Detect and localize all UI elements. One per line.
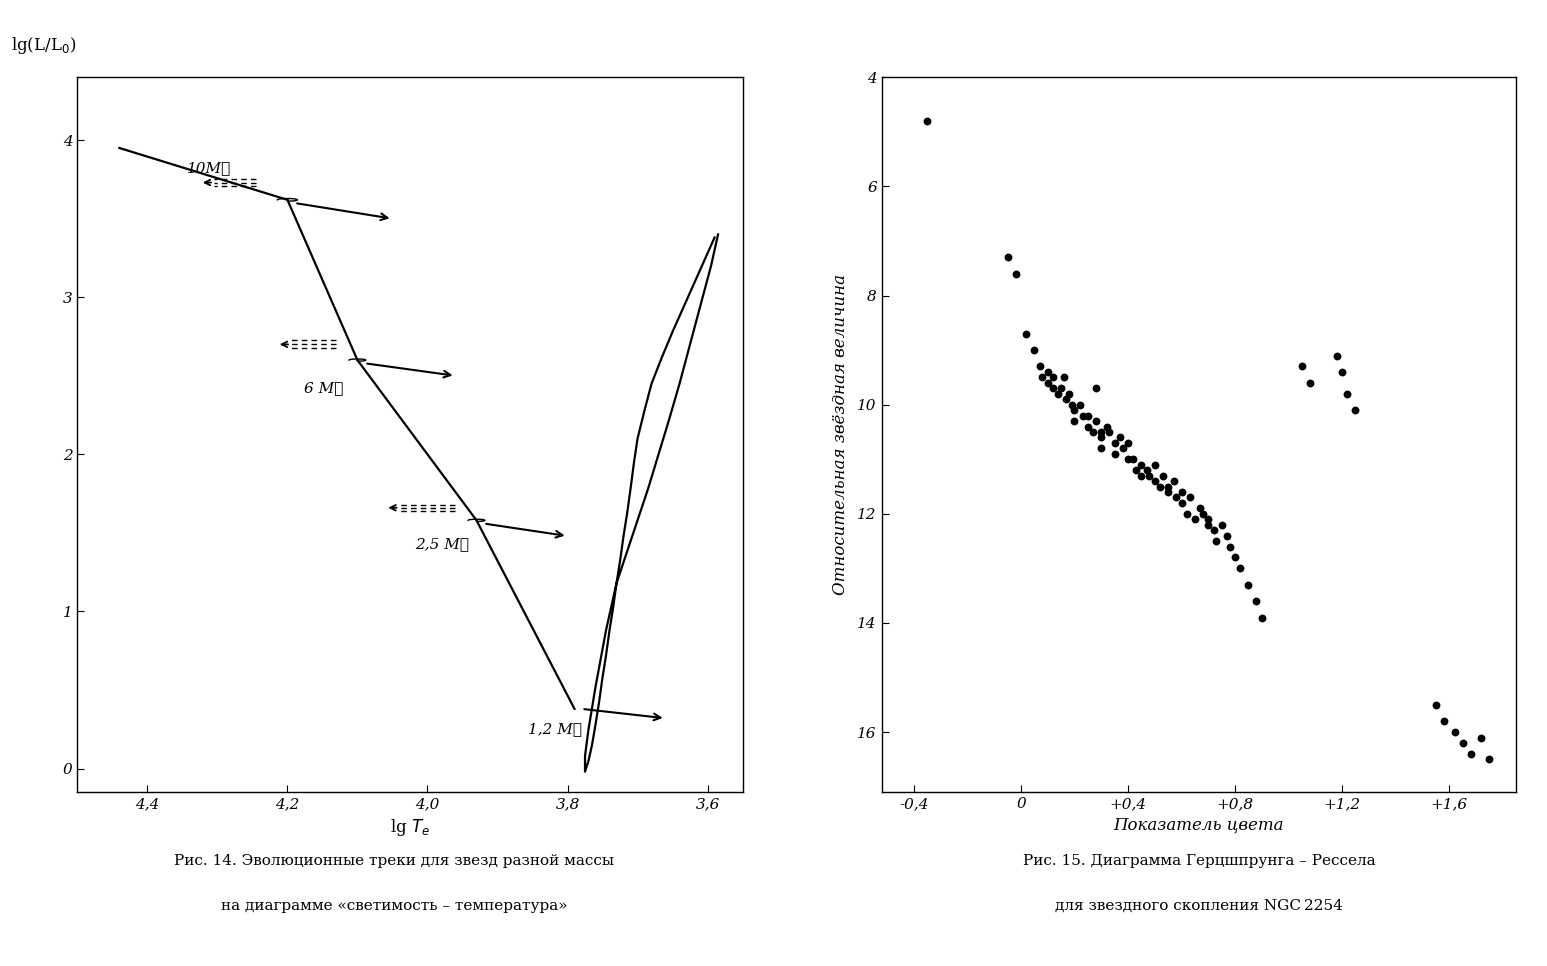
- Point: [1156, 479, 1180, 495]
- Point: [1122, 451, 1146, 467]
- Point: [1162, 473, 1187, 489]
- Point: [1177, 490, 1202, 505]
- Point: [1477, 752, 1502, 767]
- Point: [1191, 506, 1216, 522]
- Point: [1470, 730, 1494, 746]
- Point: [1423, 697, 1448, 713]
- Point: [1097, 424, 1122, 440]
- Point: [1063, 413, 1088, 429]
- Text: lg(L/L$_0$): lg(L/L$_0$): [11, 35, 76, 56]
- Point: [1041, 381, 1066, 396]
- Point: [1163, 490, 1188, 505]
- Point: [1222, 550, 1247, 565]
- Point: [1129, 457, 1154, 472]
- X-axis label: lg $T_e$: lg $T_e$: [390, 816, 430, 838]
- Point: [1060, 397, 1084, 412]
- Point: [995, 249, 1019, 265]
- Point: [1236, 577, 1261, 592]
- Point: [1083, 381, 1108, 396]
- Point: [1081, 424, 1106, 440]
- Point: [1459, 746, 1484, 761]
- Point: [1089, 440, 1114, 456]
- Point: [1214, 528, 1239, 544]
- Point: [1111, 440, 1135, 456]
- Text: на диаграмме «светимость – температура»: на диаграмме «светимость – температура»: [221, 899, 568, 913]
- Point: [1343, 403, 1368, 418]
- Text: 1,2 M☉: 1,2 M☉: [528, 723, 582, 736]
- Point: [1075, 419, 1100, 435]
- Point: [1142, 457, 1166, 472]
- Point: [1204, 533, 1228, 549]
- Point: [1103, 446, 1128, 462]
- Point: [1083, 413, 1108, 429]
- Point: [1188, 500, 1213, 516]
- Point: [1250, 610, 1275, 625]
- Point: [1450, 735, 1474, 751]
- Point: [1142, 473, 1166, 489]
- Point: [1134, 463, 1159, 478]
- Point: [1071, 408, 1095, 423]
- Point: [1324, 348, 1349, 363]
- Point: [1054, 391, 1078, 407]
- Point: [1129, 468, 1154, 483]
- Point: [1290, 358, 1315, 374]
- Point: [1041, 370, 1066, 385]
- Text: Рис. 15. Диаграмма Герцшпрунга – Рессела: Рис. 15. Диаграмма Герцшпрунга – Рессела: [1023, 854, 1375, 867]
- Point: [1202, 523, 1227, 538]
- Point: [1115, 435, 1140, 450]
- Point: [1030, 370, 1055, 385]
- Point: [1035, 375, 1060, 390]
- Point: [1013, 326, 1038, 341]
- Point: [1330, 364, 1355, 380]
- Point: [1075, 408, 1100, 423]
- Text: Рис. 14. Эволюционные треки для звезд разной массы: Рис. 14. Эволюционные треки для звезд ра…: [175, 854, 614, 867]
- Point: [1174, 506, 1199, 522]
- Point: [1431, 714, 1456, 729]
- Point: [1442, 724, 1467, 740]
- Point: [1049, 381, 1074, 396]
- Text: для звездного скопления NGC 2254: для звездного скопления NGC 2254: [1055, 899, 1343, 913]
- X-axis label: Показатель цвета: Показатель цвета: [1114, 816, 1284, 834]
- Point: [1170, 484, 1194, 499]
- Point: [1148, 479, 1173, 495]
- Text: 6 M☉: 6 M☉: [305, 382, 343, 395]
- Point: [1170, 496, 1194, 511]
- Point: [1035, 364, 1060, 380]
- Point: [1027, 358, 1052, 374]
- Text: 2,5 M☉: 2,5 M☉: [416, 537, 469, 551]
- Point: [1217, 539, 1242, 554]
- Y-axis label: Относительная звёздная величина: Относительная звёздная величина: [832, 274, 849, 595]
- Point: [914, 113, 939, 128]
- Text: 10M☉: 10M☉: [187, 161, 232, 176]
- Point: [1115, 451, 1140, 467]
- Point: [1228, 560, 1253, 576]
- Point: [1002, 266, 1027, 281]
- Point: [1063, 403, 1088, 418]
- Point: [1298, 375, 1323, 390]
- Point: [1335, 386, 1360, 402]
- Point: [1108, 430, 1132, 445]
- Point: [1094, 419, 1118, 435]
- Point: [1057, 386, 1081, 402]
- Point: [1067, 397, 1092, 412]
- Point: [1210, 517, 1235, 532]
- Point: [1151, 468, 1176, 483]
- Point: [1196, 517, 1221, 532]
- Point: [1089, 424, 1114, 440]
- Point: [1196, 512, 1221, 527]
- Point: [1103, 435, 1128, 450]
- Point: [1156, 484, 1180, 499]
- Point: [1182, 512, 1207, 527]
- Point: [1052, 370, 1077, 385]
- Point: [1089, 430, 1114, 445]
- Point: [1123, 463, 1148, 478]
- Point: [1244, 593, 1269, 609]
- Point: [1046, 386, 1071, 402]
- Point: [1023, 342, 1047, 357]
- Point: [1137, 468, 1162, 483]
